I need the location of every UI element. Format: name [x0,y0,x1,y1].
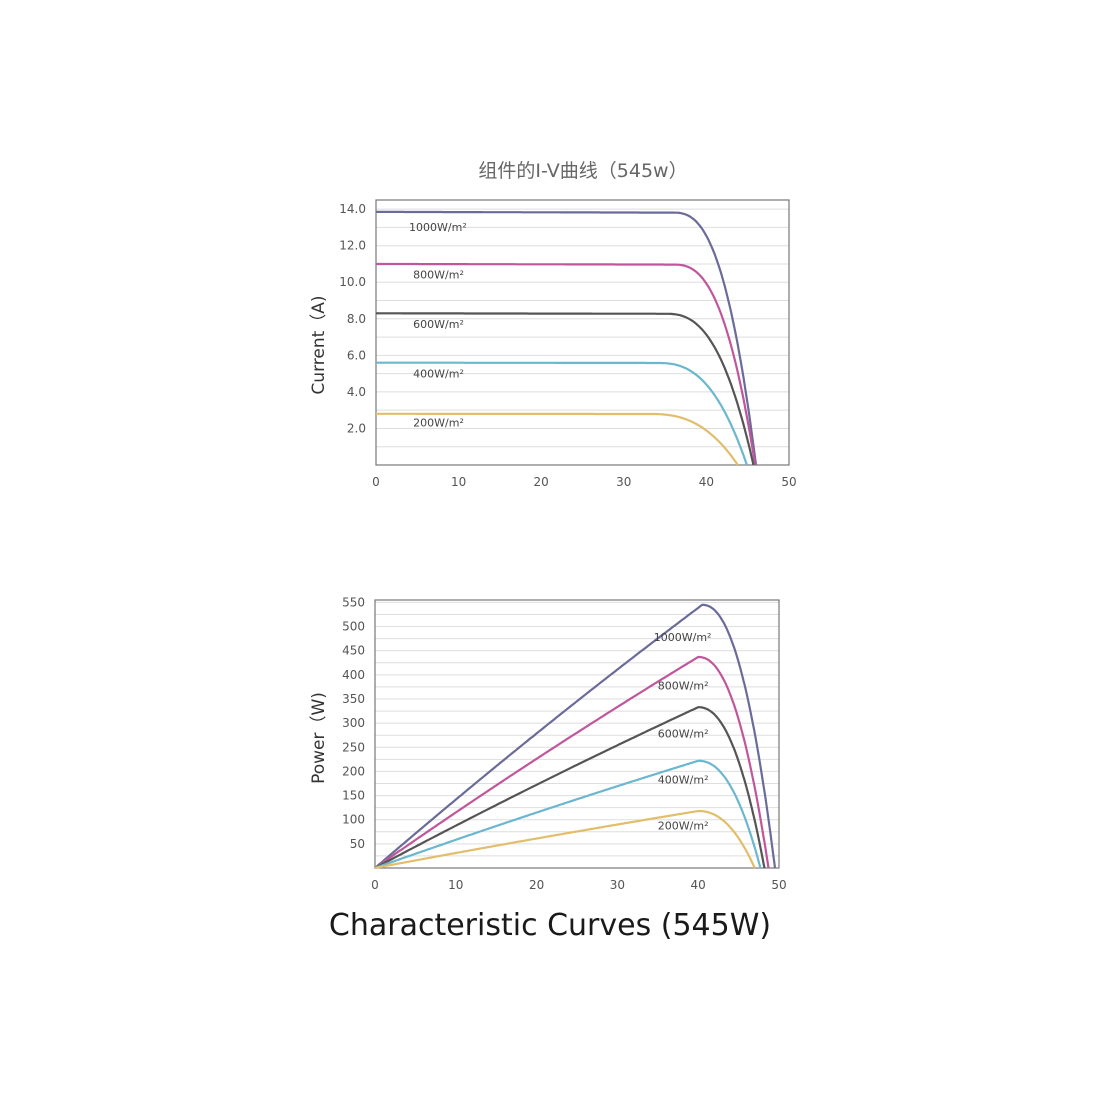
iv-series-label: 800W/m² [413,269,464,282]
iv-y-tick-label: 14.0 [339,202,366,216]
iv-y-tick-label: 12.0 [339,239,366,253]
iv-x-tick-label: 10 [451,475,466,489]
iv-y-tick-label: 4.0 [347,385,366,399]
iv-series-line [376,361,748,466]
iv-x-tick-label: 40 [699,475,714,489]
iv-series-label: 400W/m² [413,367,464,380]
iv-x-tick-label: 20 [534,475,549,489]
iv-y-tick-label: 8.0 [347,312,366,326]
iv-x-tick-label: 50 [781,475,796,489]
iv-y-axis-title: Current（A) [309,295,329,394]
iv-y-tick-label: 10.0 [339,275,366,289]
iv-series-line [376,412,739,466]
iv-series-label: 200W/m² [413,417,464,430]
iv-x-tick-label: 30 [616,475,631,489]
iv-series-line [376,262,757,466]
iv-y-tick-label: 2.0 [347,421,366,435]
iv-series-line [376,312,755,466]
iv-chart-title: 组件的I-V曲线（545w） [478,160,687,182]
figure-caption: Characteristic Curves (545W) [328,908,772,943]
iv-series-label: 600W/m² [413,318,464,331]
iv-series-line [376,210,758,466]
iv-x-tick-label: 0 [372,475,380,489]
iv-series-label: 1000W/m² [409,221,467,234]
iv-plot-frame [375,199,790,466]
iv-y-tick-label: 6.0 [347,348,366,362]
